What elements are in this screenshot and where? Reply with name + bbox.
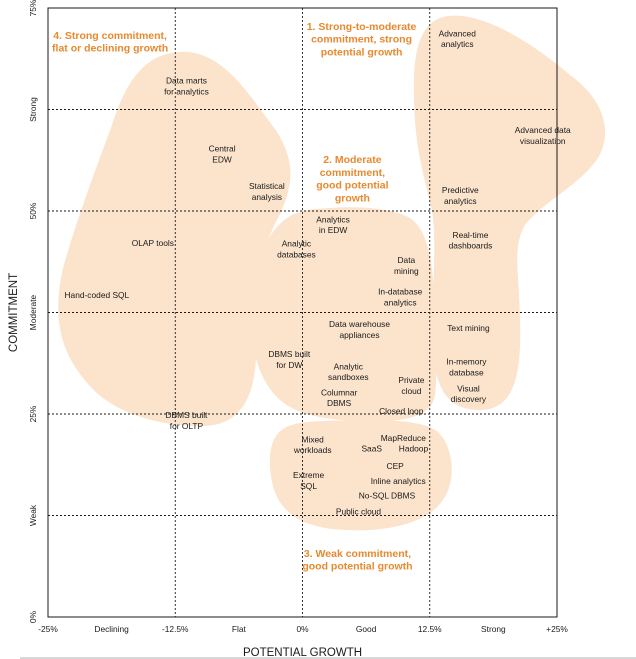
data-point-label: CEP [387,461,405,471]
data-point-label: Advanced analytics [439,28,477,49]
cluster-region-group-1 [413,15,606,410]
data-point-label: Predictive analytics [442,185,479,206]
x-tick-label: Declining [94,624,129,634]
x-tick-label: -12.5% [162,624,189,634]
data-point-label: Hadoop [399,443,429,453]
x-axis-label: POTENTIAL GROWTH [243,647,362,659]
group-label-g4: 4. Strong commitment, flat or declining g… [52,30,168,55]
y-tick-label: Weak [28,504,38,526]
data-point-labels: Data marts for analytics Central EDW Statist… [65,28,572,516]
x-tick-label: Good [356,624,377,634]
group-label-g2: 2. Moderate commitment, good potential grow… [316,154,388,204]
data-point-label: Public cloud [336,507,382,517]
x-tick-label: +25% [546,624,568,634]
x-tick-label: -25% [38,624,58,634]
data-point-label: Analytic sandboxes [328,361,369,382]
y-tick-label: 50% [28,202,38,219]
data-point-label: Extreme SQL [293,470,325,491]
data-point-label: Inline analytics [371,476,426,486]
data-point-label: In-memory database [446,356,487,377]
group-label-g3: 3. Weak commitment, good potential growth [302,548,412,573]
cluster-region-group-2 [251,207,437,422]
data-point-label: OLAP tools [132,238,174,248]
y-tick-label: Moderate [28,294,38,330]
y-tick-label: Strong [28,97,38,122]
data-point-label: Data mining [394,255,419,276]
data-point-label: Hand-coded SQL [65,290,130,300]
y-tick-label: 25% [28,405,38,422]
y-axis-ticks: 0% Weak 25% Moderate 50% Strong 75% [28,0,38,623]
cluster-regions [58,15,606,531]
data-point-label: In-database analytics [378,287,423,308]
data-point-label: No-SQL DBMS [359,490,416,500]
data-point-label: Mixed workloads [293,434,332,455]
data-point-label: Central EDW [209,144,236,165]
data-point-label: Advanced data visualization [515,125,571,146]
x-axis-ticks: -25% Declining -12.5% Flat 0% Good 12.5% Strong… [38,624,568,634]
data-point-label: Text mining [447,323,490,333]
y-tick-label: 75% [28,0,38,16]
cluster-region-group-4 [58,51,291,426]
x-tick-label: 0% [296,624,309,634]
data-point-label: Visual discovery [451,383,487,404]
data-point-label: MapReduce [381,433,427,443]
x-tick-label: Strong [481,624,506,634]
x-tick-label: Flat [232,624,247,634]
data-point-label: Columnar DBMS [321,387,358,408]
data-point-label: Real-time dashboards [449,230,493,251]
data-point-label: Closed loop [379,406,424,416]
data-point-label: Analytic databases [277,239,316,260]
data-point-label: Data warehouse appliances [329,319,390,340]
data-point-label: Analytics in EDW [316,214,350,235]
data-point-label: Private cloud [398,375,424,396]
data-point-label: DBMS built for OLTP [166,410,209,431]
y-tick-label: 0% [28,610,38,623]
cluster-region-group-3 [269,420,452,531]
gridlines [48,8,557,617]
group-labels: 4. Strong commitment, flat or declining g… [52,21,416,573]
x-tick-label: 12.5% [418,624,442,634]
data-point-label: Statistical analysis [249,181,285,202]
data-point-label: SaaS [361,443,382,453]
data-point-label: DBMS built for DW [268,349,311,370]
group-label-g1: 1. Strong-to-moderate commitment, strong p… [307,21,417,59]
plot-frame [47,7,558,618]
y-axis-label: COMMITMENT [8,273,20,352]
data-point-label: Data marts for analytics [164,76,209,97]
